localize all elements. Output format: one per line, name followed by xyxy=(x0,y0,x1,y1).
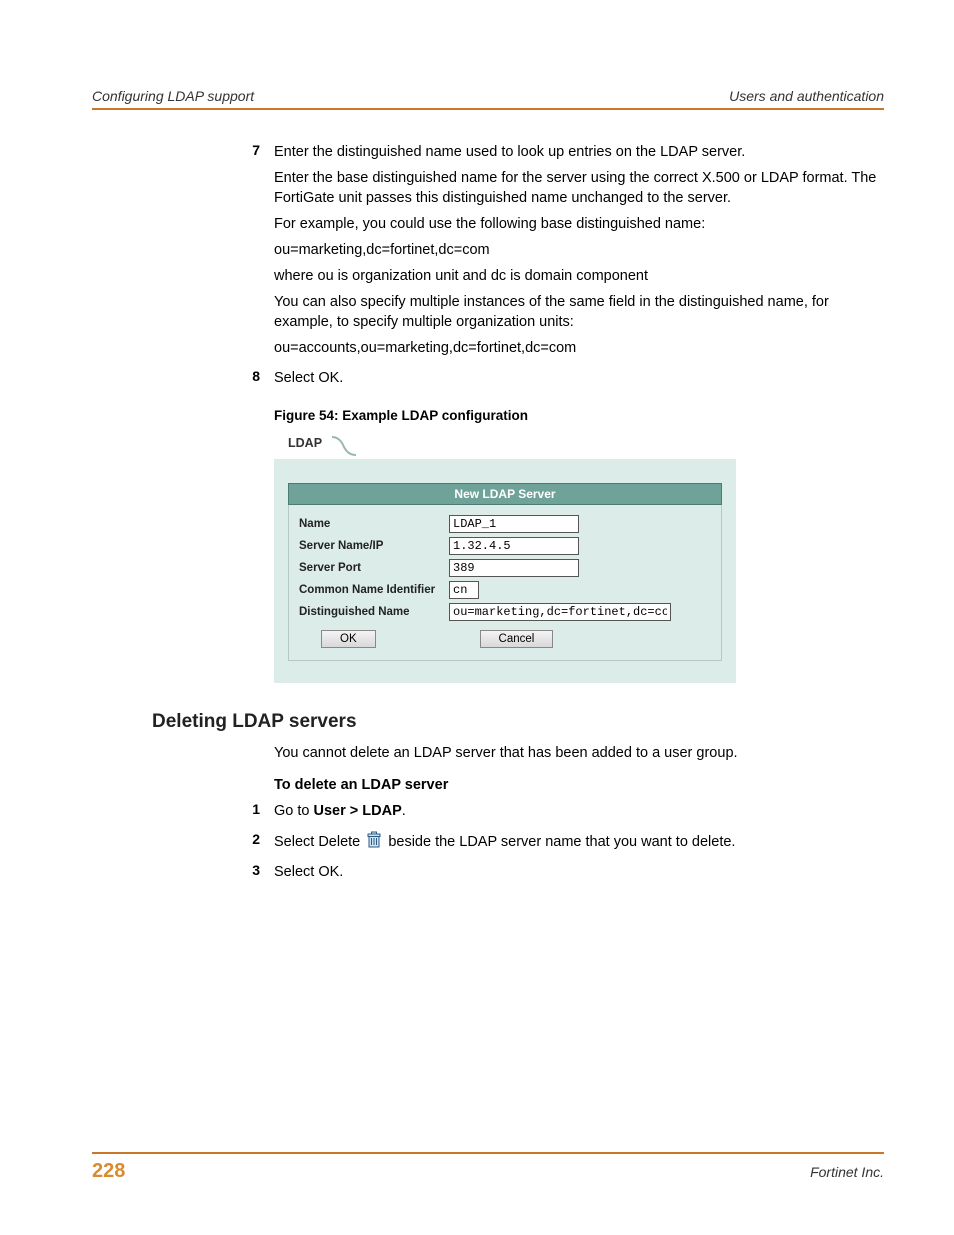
header-left: Configuring LDAP support xyxy=(92,88,254,104)
para: For example, you could use the following… xyxy=(274,214,884,234)
server-input[interactable] xyxy=(449,537,579,555)
page: Configuring LDAP support Users and authe… xyxy=(0,0,954,1235)
menu-path: User > LDAP xyxy=(314,803,402,819)
para: Select OK. xyxy=(274,862,884,882)
footer-right: Fortinet Inc. xyxy=(810,1164,884,1180)
step-body: Go to User > LDAP. xyxy=(274,801,884,827)
para: where ou is organization unit and dc is … xyxy=(274,266,884,286)
cn-input[interactable] xyxy=(449,581,479,599)
step-number: 3 xyxy=(240,862,274,888)
tab-curve-icon xyxy=(330,435,358,457)
step-body: Enter the distinguished name used to loo… xyxy=(274,142,884,364)
ok-button[interactable]: OK xyxy=(321,630,376,648)
figure-block: Figure 54: Example LDAP configuration LD… xyxy=(240,408,884,683)
name-label: Name xyxy=(299,518,449,530)
running-header: Configuring LDAP support Users and authe… xyxy=(92,88,884,110)
step-number: 2 xyxy=(240,831,274,858)
figure-caption: Figure 54: Example LDAP configuration xyxy=(274,408,884,423)
port-input[interactable] xyxy=(449,559,579,577)
ldap-screenshot: LDAP New LDAP Server Name Server Name/IP xyxy=(274,433,736,683)
field-row-server: Server Name/IP xyxy=(299,537,711,555)
field-row-cn: Common Name Identifier xyxy=(299,581,711,599)
step-body: Select OK. xyxy=(274,368,884,394)
step-number: 7 xyxy=(240,142,274,364)
ldap-form: Name Server Name/IP Server Port Common N… xyxy=(288,505,722,661)
footer: 228 Fortinet Inc. xyxy=(92,1152,884,1183)
field-row-dn: Distinguished Name xyxy=(299,603,711,621)
para: ou=marketing,dc=fortinet,dc=com xyxy=(274,240,884,260)
delete-intro: You cannot delete an LDAP server that ha… xyxy=(274,743,884,763)
trash-icon xyxy=(366,831,382,849)
para: Select OK. xyxy=(274,368,884,388)
delete-subheading: To delete an LDAP server xyxy=(274,777,884,793)
step-8: 8 Select OK. xyxy=(240,368,884,394)
step-body: Select Delete beside the LDAP server nam… xyxy=(274,831,884,858)
para: Enter the distinguished name used to loo… xyxy=(274,142,884,162)
ldap-form-title: New LDAP Server xyxy=(288,483,722,505)
header-right: Users and authentication xyxy=(729,88,884,104)
delete-step-2: 2 Select Delete beside the LDAP server n… xyxy=(240,831,884,858)
field-row-name: Name xyxy=(299,515,711,533)
step-7: 7 Enter the distinguished name used to l… xyxy=(240,142,884,364)
text: Select Delete xyxy=(274,834,364,850)
name-input[interactable] xyxy=(449,515,579,533)
field-row-port: Server Port xyxy=(299,559,711,577)
text: beside the LDAP server name that you wan… xyxy=(388,834,735,850)
step-body: Select OK. xyxy=(274,862,884,888)
button-row: OK Cancel xyxy=(299,629,711,648)
cn-label: Common Name Identifier xyxy=(299,584,449,596)
ldap-tab-label[interactable]: LDAP xyxy=(288,436,322,450)
page-number: 228 xyxy=(92,1160,125,1183)
ldap-inner: New LDAP Server Name Server Name/IP Serv… xyxy=(288,483,722,661)
ldap-tab-row: LDAP xyxy=(274,433,736,459)
para: Enter the base distinguished name for th… xyxy=(274,168,884,208)
section-heading: Deleting LDAP servers xyxy=(152,711,884,733)
dn-label: Distinguished Name xyxy=(299,606,449,618)
dn-input[interactable] xyxy=(449,603,671,621)
para: You can also specify multiple instances … xyxy=(274,292,884,332)
delete-step-1: 1 Go to User > LDAP. xyxy=(240,801,884,827)
step-number: 8 xyxy=(240,368,274,394)
port-label: Server Port xyxy=(299,562,449,574)
delete-step-3: 3 Select OK. xyxy=(240,862,884,888)
text: Go to xyxy=(274,803,314,819)
step-number: 1 xyxy=(240,801,274,827)
text: . xyxy=(402,803,406,819)
cancel-button[interactable]: Cancel xyxy=(480,630,554,648)
server-label: Server Name/IP xyxy=(299,540,449,552)
para: ou=accounts,ou=marketing,dc=fortinet,dc=… xyxy=(274,338,884,358)
